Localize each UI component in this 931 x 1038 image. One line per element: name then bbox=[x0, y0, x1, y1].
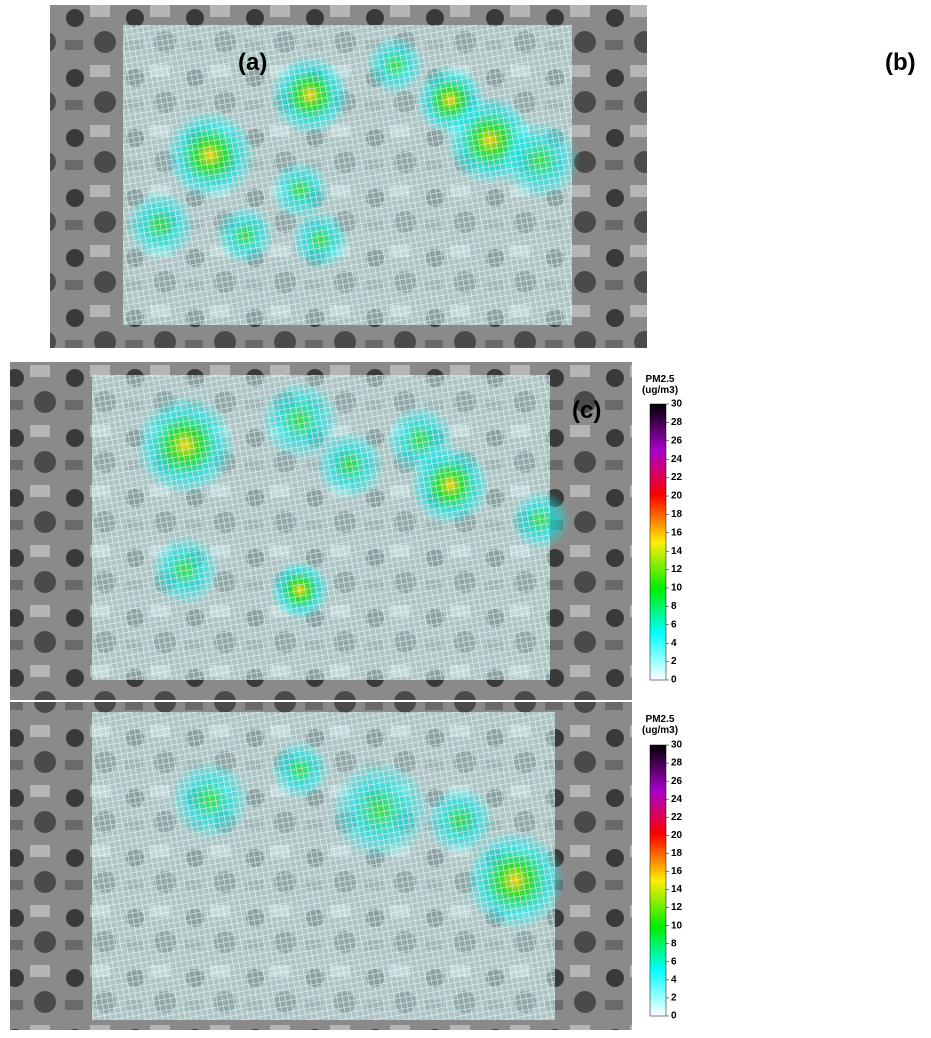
figure: (a) (b) (c) PM2.5(ug/m3)0246810121416182… bbox=[0, 0, 931, 1038]
colorbar-title: PM2.5 bbox=[646, 714, 675, 725]
tick-label: 14 bbox=[671, 546, 683, 557]
map-panel bbox=[10, 362, 632, 700]
panel-label: (c) bbox=[572, 397, 601, 424]
tick-label: 12 bbox=[671, 902, 683, 913]
tick-label: 30 bbox=[671, 740, 683, 751]
tick-label: 10 bbox=[671, 920, 683, 931]
tick-label: 14 bbox=[671, 884, 683, 895]
tick-label: 8 bbox=[671, 938, 677, 949]
tick-label: 22 bbox=[671, 472, 683, 483]
tick-label: 0 bbox=[671, 1011, 677, 1022]
tick-label: 24 bbox=[671, 454, 683, 465]
colorbar-title: PM2.5 bbox=[646, 374, 675, 385]
contour-mesh bbox=[92, 375, 550, 680]
tick-label: 22 bbox=[671, 812, 683, 823]
tick-label: 2 bbox=[671, 993, 677, 1004]
panel-label: (b) bbox=[885, 49, 916, 76]
map-panels bbox=[10, 5, 647, 1030]
tick-label: 20 bbox=[671, 830, 683, 841]
tick-label: 28 bbox=[671, 417, 683, 428]
map-panel bbox=[50, 5, 647, 348]
tick-label: 26 bbox=[671, 435, 683, 446]
tick-label: 0 bbox=[671, 675, 677, 686]
panel-label: (a) bbox=[238, 49, 267, 76]
colorbar-unit: (ug/m3) bbox=[642, 725, 678, 736]
tick-label: 24 bbox=[671, 794, 683, 805]
colorbar-unit: (ug/m3) bbox=[642, 385, 678, 396]
tick-label: 18 bbox=[671, 848, 683, 859]
tick-label: 8 bbox=[671, 601, 677, 612]
tick-label: 2 bbox=[671, 656, 677, 667]
colorbar bbox=[650, 745, 666, 1016]
tick-label: 4 bbox=[671, 975, 677, 986]
tick-label: 18 bbox=[671, 509, 683, 520]
tick-label: 30 bbox=[671, 399, 683, 410]
tick-label: 6 bbox=[671, 619, 677, 630]
colorbar bbox=[650, 404, 666, 680]
tick-label: 4 bbox=[671, 638, 677, 649]
tick-label: 10 bbox=[671, 583, 683, 594]
contour-mesh bbox=[123, 25, 572, 325]
tick-label: 6 bbox=[671, 956, 677, 967]
tick-label: 20 bbox=[671, 491, 683, 502]
colorbars: PM2.5(ug/m3)024681012141618202224262830P… bbox=[642, 374, 683, 1022]
map-panel bbox=[10, 702, 632, 1030]
contour-mesh bbox=[92, 712, 555, 1020]
tick-label: 16 bbox=[671, 527, 683, 538]
tick-label: 16 bbox=[671, 866, 683, 877]
tick-label: 12 bbox=[671, 564, 683, 575]
tick-label: 26 bbox=[671, 776, 683, 787]
tick-label: 28 bbox=[671, 758, 683, 769]
